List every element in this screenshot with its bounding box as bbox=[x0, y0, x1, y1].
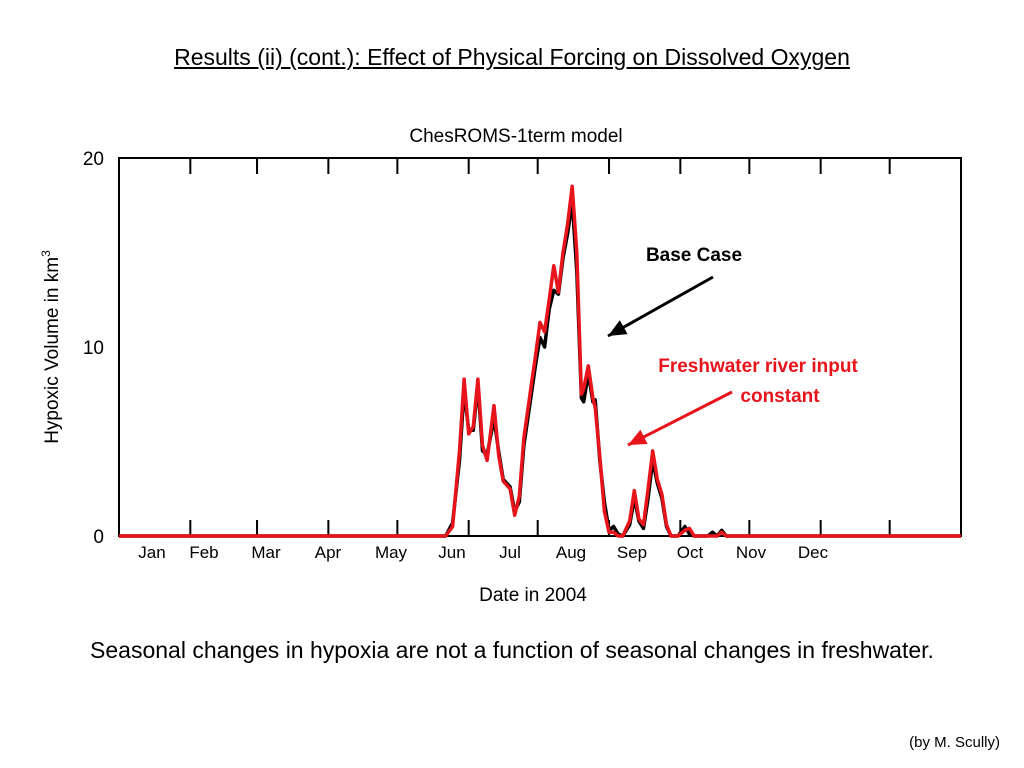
fresh-arrow bbox=[627, 390, 733, 447]
month-label-nov: Nov bbox=[736, 543, 767, 562]
conclusion-text: Seasonal changes in hypoxia are not a fu… bbox=[90, 637, 934, 663]
month-label-mar: Mar bbox=[251, 543, 281, 562]
base-case-arrow-head bbox=[608, 320, 628, 336]
x-tick-labels: Jan Feb Mar Apr May Jun Jul Aug Sep Oct Nov Dec bbox=[138, 543, 828, 562]
y-tick-label-10: 10 bbox=[83, 338, 104, 359]
month-label-jan: Jan bbox=[138, 543, 165, 562]
base-case-label: Base Case bbox=[646, 245, 742, 266]
y-tick-label-0: 0 bbox=[93, 527, 104, 548]
series-line-freshwater-constant bbox=[119, 184, 961, 538]
axis-ticks bbox=[189, 158, 891, 536]
month-label-jul: Jul bbox=[499, 543, 521, 562]
base-case-arrow bbox=[607, 275, 714, 338]
plot-frame bbox=[118, 157, 962, 537]
author-credit: (by M. Scully) bbox=[909, 734, 1000, 751]
fresh-label-line2: constant bbox=[740, 386, 820, 407]
month-label-feb: Feb bbox=[189, 543, 218, 562]
annotations: Base Case Freshwater river input constan… bbox=[607, 245, 858, 447]
x-axis-label: Date in 2004 bbox=[479, 585, 587, 606]
fresh-arrow-head bbox=[628, 429, 648, 445]
month-label-sep: Sep bbox=[617, 543, 647, 562]
y-axis-label: Hypoxic Volume in km3 bbox=[39, 250, 63, 444]
y-tick-labels: 0 10 20 bbox=[83, 149, 104, 548]
month-label-apr: Apr bbox=[315, 543, 342, 562]
month-label-may: May bbox=[375, 543, 408, 562]
month-label-aug: Aug bbox=[556, 543, 586, 562]
chart-title: ChesROMS-1term model bbox=[409, 126, 622, 147]
month-label-dec: Dec bbox=[798, 543, 829, 562]
series-layer bbox=[119, 184, 961, 538]
fresh-label-line1: Freshwater river input bbox=[658, 356, 858, 377]
y-tick-label-20: 20 bbox=[83, 149, 104, 170]
month-label-jun: Jun bbox=[438, 543, 465, 562]
month-label-oct: Oct bbox=[677, 543, 704, 562]
slide-title: Results (ii) (cont.): Effect of Physical… bbox=[174, 44, 850, 70]
